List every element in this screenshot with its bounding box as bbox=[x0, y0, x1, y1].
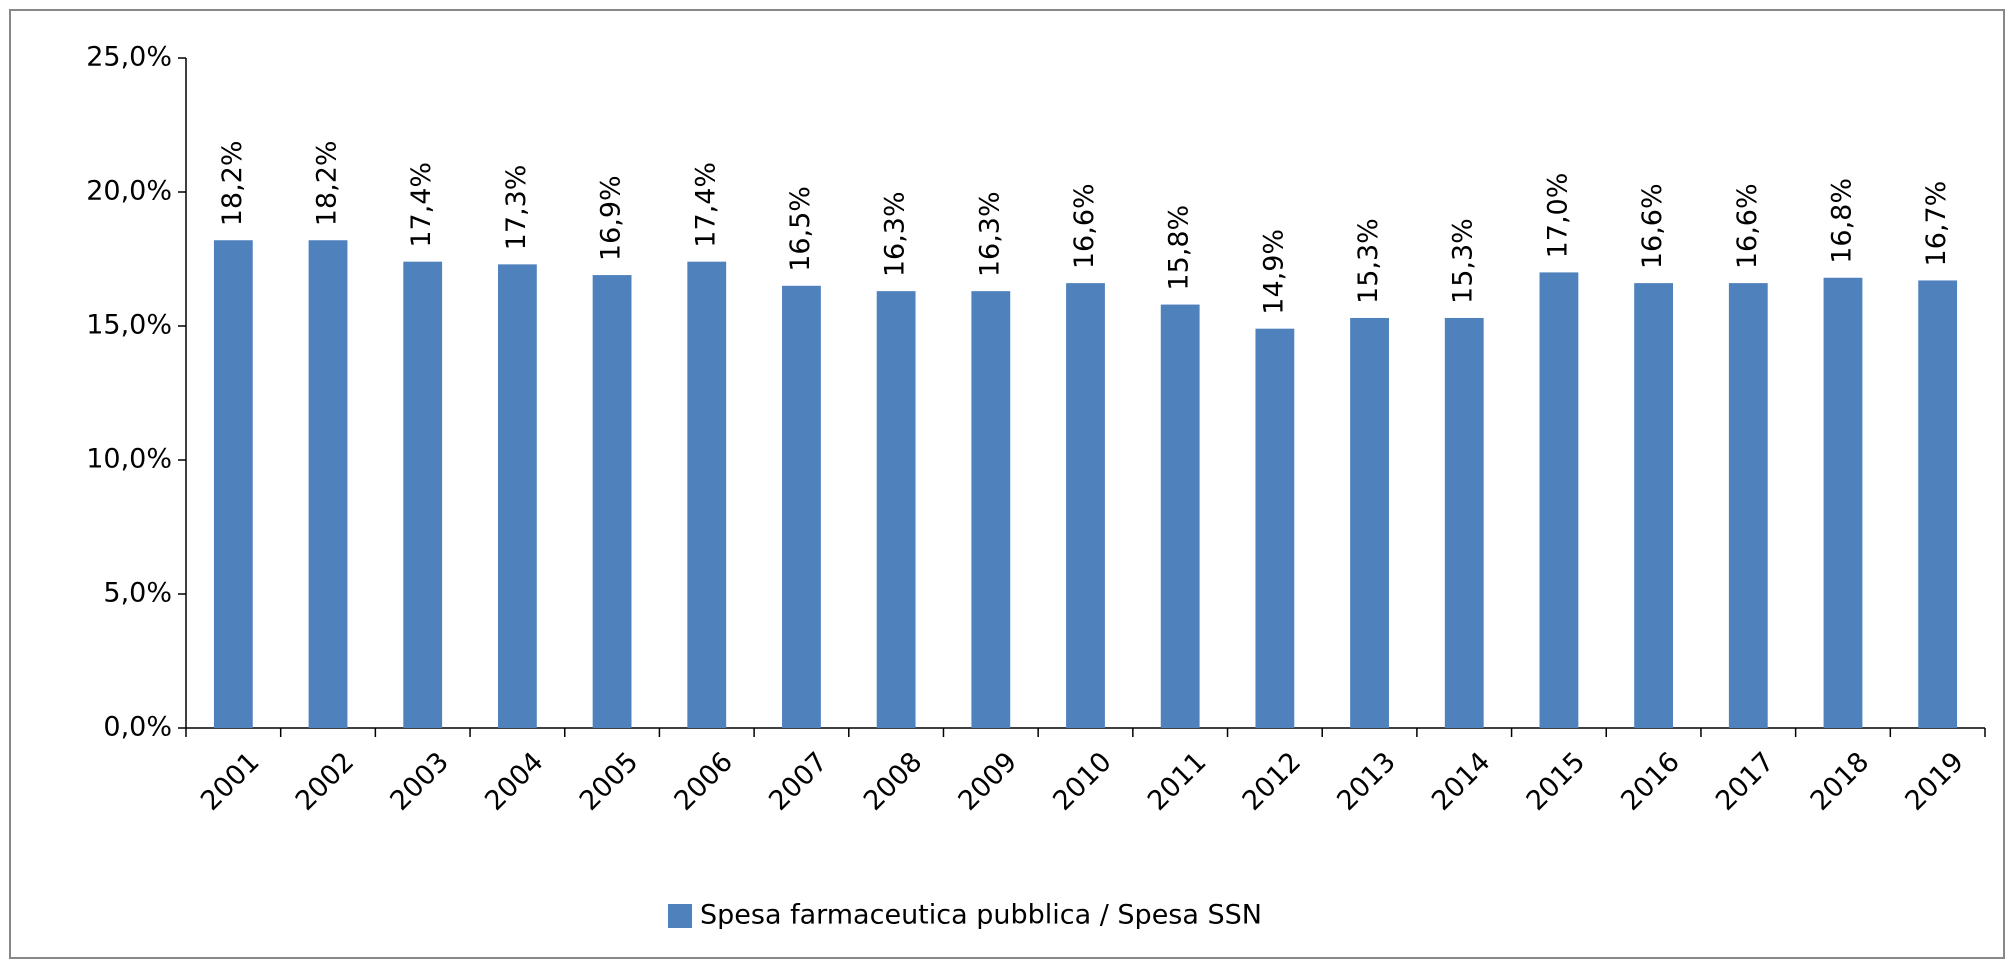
bar bbox=[497, 264, 537, 728]
y-tick-label: 20,0% bbox=[86, 176, 172, 207]
y-tick-label: 25,0% bbox=[86, 42, 172, 73]
value-label: 16,6% bbox=[1069, 183, 1100, 269]
value-label: 16,6% bbox=[1637, 183, 1668, 269]
bar bbox=[592, 275, 632, 728]
bar bbox=[1728, 283, 1768, 728]
value-label: 16,9% bbox=[596, 175, 627, 261]
value-label: 16,3% bbox=[974, 191, 1005, 277]
bar bbox=[1918, 280, 1958, 728]
value-label: 17,4% bbox=[406, 162, 437, 248]
bar bbox=[213, 240, 253, 729]
bar bbox=[403, 261, 443, 728]
bar bbox=[1255, 328, 1295, 728]
bar bbox=[971, 291, 1011, 728]
y-tick-label: 10,0% bbox=[86, 444, 172, 475]
value-label: 17,3% bbox=[501, 165, 532, 251]
y-tick-label: 5,0% bbox=[103, 578, 172, 609]
bar bbox=[1350, 317, 1389, 728]
value-label: 16,3% bbox=[880, 191, 911, 277]
bar bbox=[1160, 304, 1200, 728]
value-label: 17,0% bbox=[1542, 173, 1573, 259]
value-label: 16,7% bbox=[1921, 181, 1952, 267]
legend-swatch bbox=[668, 904, 692, 928]
bar bbox=[1066, 283, 1105, 728]
y-tick-label: 15,0% bbox=[86, 310, 172, 341]
value-label: 15,3% bbox=[1448, 218, 1479, 304]
value-label: 16,6% bbox=[1732, 183, 1763, 269]
bar bbox=[1539, 272, 1579, 728]
bar bbox=[1823, 277, 1863, 728]
value-label: 17,4% bbox=[690, 162, 721, 248]
value-label: 15,8% bbox=[1164, 205, 1195, 291]
bar bbox=[782, 285, 821, 728]
legend-label: Spesa farmaceutica pubblica / Spesa SSN bbox=[700, 900, 1262, 931]
value-label: 18,2% bbox=[217, 140, 248, 226]
y-tick-label: 0,0% bbox=[103, 712, 172, 743]
value-label: 18,2% bbox=[312, 140, 343, 226]
value-label: 16,5% bbox=[785, 186, 816, 272]
bar bbox=[876, 291, 916, 728]
bar bbox=[687, 261, 727, 728]
value-label: 16,8% bbox=[1826, 178, 1857, 264]
bar bbox=[1444, 317, 1484, 728]
value-label: 14,9% bbox=[1258, 229, 1289, 315]
value-label: 15,3% bbox=[1353, 218, 1384, 304]
bar bbox=[308, 240, 348, 729]
bar bbox=[1634, 283, 1674, 728]
